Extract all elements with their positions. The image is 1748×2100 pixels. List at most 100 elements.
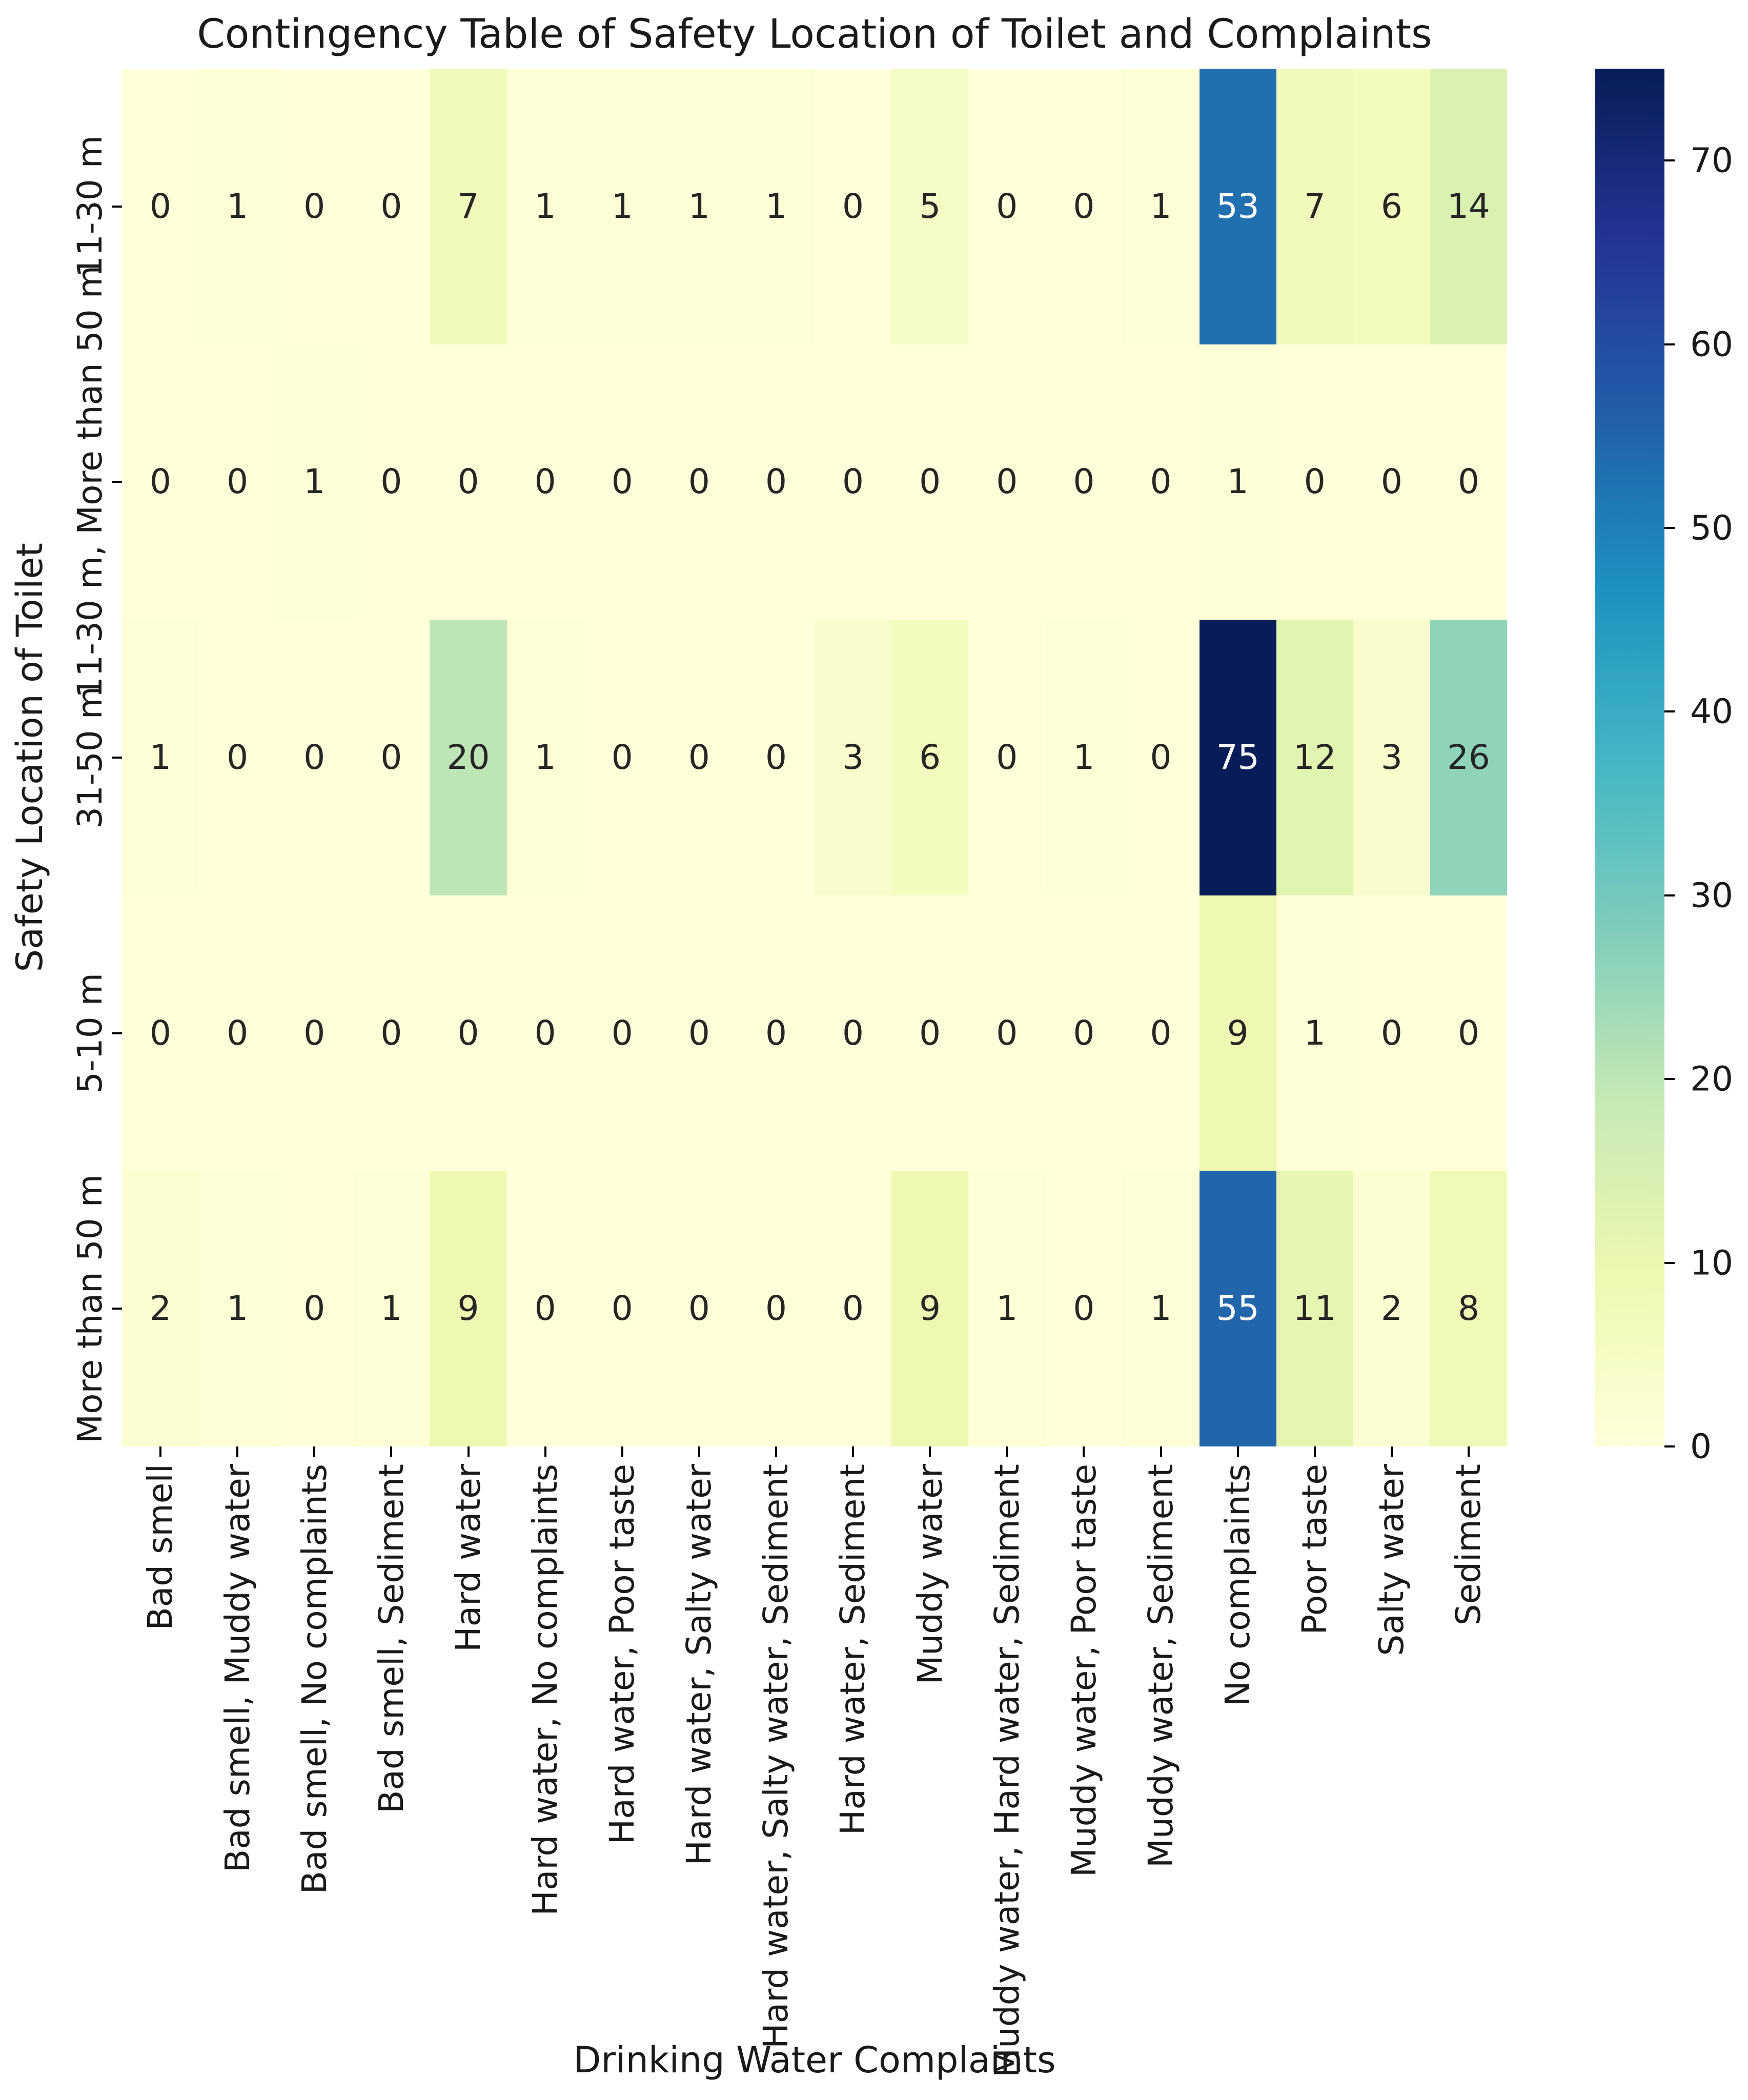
- heatmap-cell: 0: [583, 344, 661, 620]
- x-tick-label-box: Salty water: [1353, 1464, 1430, 2048]
- y-tick-mark: [112, 1032, 122, 1034]
- heatmap-cell: 0: [660, 620, 738, 895]
- x-tick-label-box: Hard water, Salty water, Sediment: [738, 1464, 815, 2049]
- x-tick-label: Poor taste: [1295, 1464, 1335, 1635]
- heatmap-cell: 3: [1353, 620, 1430, 895]
- heatmap-cell: 0: [1122, 620, 1200, 895]
- heatmap-cell: 14: [1430, 69, 1507, 344]
- y-tick-mark: [112, 757, 122, 759]
- x-tick-mark: [1313, 1446, 1316, 1457]
- x-tick-label: Bad smell, Sediment: [371, 1464, 411, 1813]
- heatmap-cell: 0: [122, 69, 199, 344]
- heatmap-cell: 6: [891, 620, 969, 895]
- heatmap-cell: 0: [199, 895, 276, 1171]
- heatmap-cell: 0: [353, 69, 430, 344]
- x-tick-label: Bad smell, No complaints: [294, 1464, 334, 1894]
- y-tick-label-box: 31-50 m: [0, 620, 110, 895]
- colorbar-tick-mark: [1664, 527, 1675, 529]
- x-tick-mark: [159, 1446, 162, 1457]
- heatmap-cell: 9: [1199, 895, 1276, 1171]
- y-tick-mark: [112, 1308, 122, 1310]
- heatmap-cell: 6: [1353, 69, 1430, 344]
- x-tick-label: Hard water, Poor taste: [602, 1464, 642, 1845]
- heatmap-cell: 1: [506, 620, 584, 895]
- heatmap-cell: 8: [1430, 1171, 1507, 1446]
- heatmap-cell: 1: [122, 620, 199, 895]
- heatmap-cell: 0: [583, 620, 661, 895]
- heatmap-cell: 0: [815, 69, 892, 344]
- x-tick-label-box: Hard water, Sediment: [815, 1464, 891, 2048]
- x-tick-label-box: Poor taste: [1276, 1464, 1353, 2048]
- x-tick-mark: [236, 1446, 239, 1457]
- x-tick-mark: [1236, 1446, 1239, 1457]
- x-tick-mark: [1083, 1446, 1085, 1457]
- heatmap-cell: 0: [968, 895, 1046, 1171]
- heatmap-cell: 0: [276, 895, 353, 1171]
- heatmap-cell: 26: [1430, 620, 1507, 895]
- x-tick-label-box: Bad smell, Sediment: [353, 1464, 430, 2048]
- x-tick-mark: [544, 1446, 546, 1457]
- x-tick-mark: [1390, 1446, 1393, 1457]
- heatmap-cell: 0: [276, 69, 353, 344]
- heatmap-cell: 0: [737, 344, 815, 620]
- heatmap-cell: 0: [276, 1171, 353, 1446]
- x-tick-label: Sediment: [1449, 1464, 1489, 1626]
- x-tick-label: Salty water: [1372, 1464, 1412, 1656]
- heatmap-cell: 1: [276, 344, 353, 620]
- colorbar-tick-label: 50: [1690, 508, 1733, 548]
- heatmap-cell: 0: [506, 895, 584, 1171]
- heatmap-cell: 7: [1276, 69, 1353, 344]
- heatmap-cell: 0: [1045, 1171, 1123, 1446]
- x-tick-label: Bad smell, Muddy water: [217, 1464, 257, 1873]
- heatmap-cell: 0: [815, 1171, 892, 1446]
- heatmap-cell: 0: [1045, 895, 1123, 1171]
- x-tick-mark: [467, 1446, 470, 1457]
- heatmap-cell: 0: [353, 620, 430, 895]
- heatmap-cell: 9: [430, 1171, 507, 1446]
- y-tick-label: 31-50 m: [70, 686, 110, 829]
- colorbar-tick-mark: [1664, 894, 1675, 896]
- heatmap-cell: 1: [199, 1171, 276, 1446]
- x-tick-label-box: Hard water, Salty water: [661, 1464, 738, 2048]
- heatmap-cell: 0: [737, 895, 815, 1171]
- chart-title: Contingency Table of Safety Location of …: [197, 11, 1432, 57]
- heatmap-cell: 1: [506, 69, 584, 344]
- x-tick-mark: [1160, 1446, 1162, 1457]
- colorbar-tick-mark: [1664, 1078, 1675, 1080]
- heatmap-cell: 75: [1199, 620, 1276, 895]
- colorbar-tick-label: 20: [1690, 1059, 1733, 1099]
- heatmap-cell: 55: [1199, 1171, 1276, 1446]
- heatmap-cell: 0: [430, 895, 507, 1171]
- heatmap-cell: 0: [1430, 895, 1507, 1171]
- colorbar-tick-mark: [1664, 1445, 1675, 1447]
- x-tick-label: Muddy water, Poor taste: [1064, 1464, 1104, 1878]
- heatmap-cell: 0: [1353, 344, 1430, 620]
- heatmap-cell: 0: [122, 895, 199, 1171]
- x-tick-label: Hard water: [448, 1464, 488, 1652]
- colorbar-tick-mark: [1664, 1261, 1675, 1264]
- colorbar-tick-label: 40: [1690, 691, 1733, 731]
- heatmap-cell: 0: [1045, 344, 1123, 620]
- y-tick-label: More than 50 m: [70, 1174, 110, 1443]
- heatmap-cell: 2: [1353, 1171, 1430, 1446]
- x-tick-label: Hard water, Sediment: [833, 1464, 873, 1836]
- x-tick-label: Muddy water: [910, 1464, 950, 1685]
- x-tick-label-box: Bad smell: [122, 1464, 199, 2048]
- heatmap-cell: 0: [891, 895, 969, 1171]
- heatmap-cell: 1: [1122, 1171, 1200, 1446]
- x-tick-label: Muddy water, Sediment: [1141, 1464, 1181, 1868]
- heatmap-cell: 0: [199, 344, 276, 620]
- heatmap-cell: 1: [1276, 895, 1353, 1171]
- heatmap-cell: 0: [506, 1171, 584, 1446]
- heatmap-cell: 0: [122, 344, 199, 620]
- colorbar-tick-mark: [1664, 710, 1675, 713]
- heatmap-cell: 5: [891, 69, 969, 344]
- colorbar-tick-mark: [1664, 159, 1675, 162]
- heatmap-cell: 1: [968, 1171, 1046, 1446]
- heatmap-cell: 11: [1276, 1171, 1353, 1446]
- x-tick-label-box: Muddy water, Poor taste: [1045, 1464, 1122, 2048]
- colorbar-tick-label: 30: [1690, 875, 1733, 915]
- heatmap-cell: 53: [1199, 69, 1276, 344]
- x-tick-mark: [1467, 1446, 1470, 1457]
